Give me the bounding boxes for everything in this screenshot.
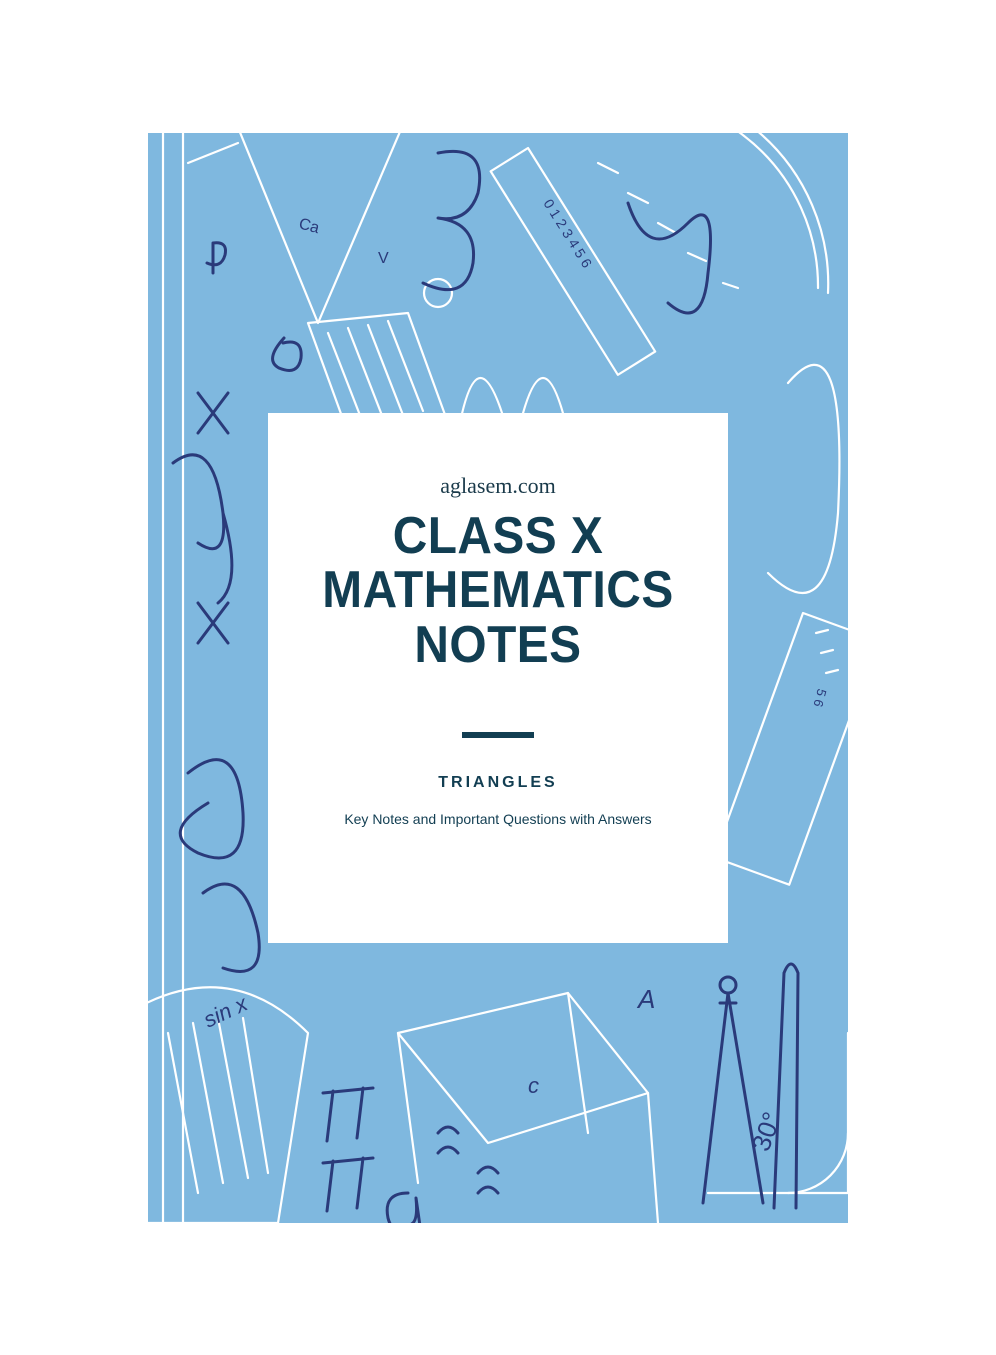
svg-text:30°: 30° xyxy=(745,1107,787,1154)
svg-text:V: V xyxy=(378,250,389,267)
svg-text:A: A xyxy=(636,984,655,1014)
svg-text:5 6: 5 6 xyxy=(810,687,829,708)
main-title: CLASS X MATHEMATICS NOTES xyxy=(322,509,673,673)
title-line-1: CLASS X xyxy=(393,507,604,565)
title-line-3: NOTES xyxy=(414,616,581,674)
title-card: aglasem.com CLASS X MATHEMATICS NOTES TR… xyxy=(268,413,728,943)
divider-line xyxy=(462,732,534,738)
description-text: Key Notes and Important Questions with A… xyxy=(344,810,651,828)
chapter-subtitle: TRIANGLES xyxy=(438,774,557,792)
svg-text:0 1 2 3 4 5 6: 0 1 2 3 4 5 6 xyxy=(540,196,595,271)
svg-text:c: c xyxy=(528,1073,539,1098)
svg-text:Ca: Ca xyxy=(297,215,321,237)
brand-label: aglasem.com xyxy=(440,473,555,499)
cover-page: sin x 30° A c 0 1 2 3 4 5 6 5 6 Ca V xyxy=(148,133,848,1223)
title-line-2: MATHEMATICS xyxy=(322,561,673,619)
